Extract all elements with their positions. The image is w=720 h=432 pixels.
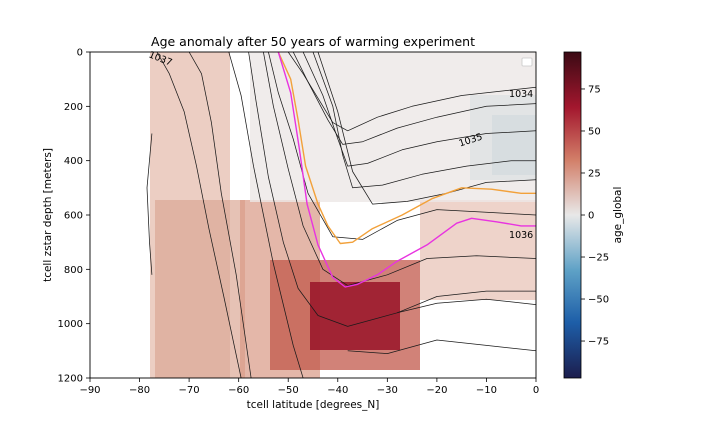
contour-line-2 — [228, 52, 304, 378]
y-tick-label-5: 1000 — [58, 319, 83, 330]
contour-line-0 — [156, 52, 242, 378]
contour-line-3 — [248, 52, 536, 327]
x-axis: −90 −80 −70 −60 −50 −40 −30 −20 −10 0 — [79, 378, 539, 396]
y-tick-label-2: 400 — [64, 156, 83, 167]
colorbar-tick-label-1: 50 — [588, 126, 601, 137]
y-axis: 0 200 400 600 800 1000 1200 — [58, 48, 90, 385]
x-tick-label-9: 0 — [533, 385, 539, 396]
contour-label-1034: 1034 — [509, 89, 533, 100]
y-tick-label-4: 800 — [64, 265, 83, 276]
x-tick-label-0: −90 — [79, 385, 100, 396]
contour-label-1036: 1036 — [509, 230, 533, 241]
contour-line-4 — [263, 52, 536, 286]
colorbar-tick-label-3: 0 — [588, 211, 594, 222]
chart-title: Age anomaly after 50 years of warming ex… — [151, 34, 475, 49]
highlight-contour-0 — [277, 52, 536, 245]
colorbar-tick-label-2: 25 — [588, 168, 601, 179]
x-axis-label: tcell latitude [degrees_N] — [247, 399, 380, 411]
contour-lines — [146, 52, 536, 378]
colorbar-tick-label-4: −25 — [588, 253, 609, 264]
contour-line-6 — [287, 52, 536, 132]
colorbar-gradient — [563, 51, 582, 379]
y-axis-label: tcell zstar depth [meters] — [42, 148, 54, 282]
contour-line-5 — [268, 52, 536, 240]
anomaly-missing — [90, 52, 150, 378]
colorbar-ticks: 75 50 25 0 −25 −50 −75 — [581, 84, 609, 348]
x-tick-label-8: −10 — [476, 385, 497, 396]
colorbar-tick-label-5: −50 — [588, 295, 609, 306]
colorbar-tick-label-0: 75 — [588, 84, 601, 95]
contour-line-11 — [347, 339, 536, 354]
y-tick-label-6: 1200 — [58, 374, 83, 385]
colorbar: 75 50 25 0 −25 −50 −75 age_global — [563, 51, 624, 379]
anomaly-band-outer — [155, 200, 245, 378]
contour-line-7 — [292, 52, 536, 145]
y-tick-label-0: 0 — [77, 48, 83, 59]
legend-box — [521, 57, 533, 67]
x-tick-label-2: −70 — [179, 385, 200, 396]
x-tick-label-6: −30 — [377, 385, 398, 396]
contour-line-1 — [188, 52, 252, 378]
anomaly-surface — [250, 52, 536, 202]
colorbar-tick-label-6: −75 — [588, 337, 609, 348]
colorbar-label: age_global — [612, 187, 624, 244]
x-tick-label-3: −60 — [228, 385, 249, 396]
y-tick-label-3: 600 — [64, 211, 83, 222]
contour-line-13 — [146, 133, 153, 275]
x-tick-label-7: −20 — [426, 385, 447, 396]
contour-line-10 — [317, 52, 536, 205]
x-tick-label-5: −40 — [327, 385, 348, 396]
x-tick-label-4: −50 — [278, 385, 299, 396]
contour-line-8 — [302, 52, 536, 167]
heatmap-field — [90, 52, 536, 378]
highlight-contour-1 — [277, 52, 536, 288]
contour-line-12 — [397, 298, 536, 314]
contour-line-9 — [312, 52, 536, 189]
anomaly-shelf-north — [420, 200, 536, 300]
x-tick-label-1: −80 — [129, 385, 150, 396]
y-tick-label-1: 200 — [64, 102, 83, 113]
